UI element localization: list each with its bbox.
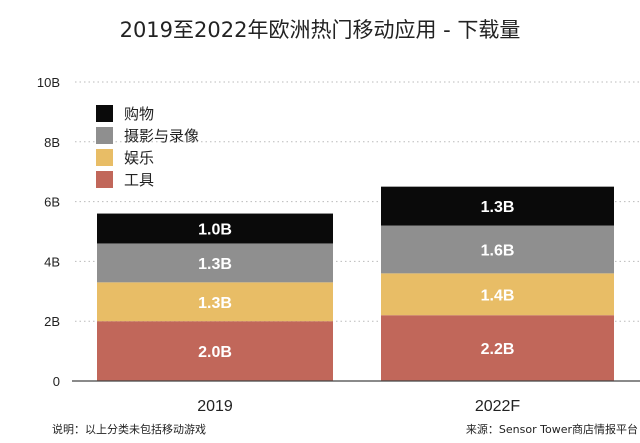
- bar-segment: [381, 273, 614, 316]
- bar-segment: [97, 321, 333, 381]
- y-tick-label: 4B: [44, 254, 60, 269]
- y-tick-label: 8B: [44, 135, 60, 150]
- x-tick-label: 2019: [197, 398, 233, 415]
- y-tick-label: 10B: [37, 75, 60, 90]
- bar-segment: [381, 225, 614, 274]
- data-label: 1.3B: [481, 199, 515, 216]
- x-tick-label: 2022F: [475, 398, 521, 415]
- data-label: 1.0B: [198, 222, 232, 239]
- data-label: 2.0B: [198, 344, 232, 361]
- legend-label: 工具: [124, 171, 154, 189]
- source-note: 来源：Sensor Tower商店情报平台: [465, 423, 638, 436]
- y-tick-label: 0: [53, 374, 60, 389]
- bar-segment: [97, 213, 333, 244]
- data-label: 1.3B: [198, 295, 232, 312]
- bar-segment: [97, 282, 333, 322]
- legend-label: 娱乐: [124, 149, 154, 167]
- legend-swatch: [96, 127, 113, 144]
- y-tick-label: 6B: [44, 195, 60, 210]
- legend-swatch: [96, 149, 113, 166]
- data-label: 1.6B: [481, 242, 515, 259]
- data-label: 1.3B: [198, 256, 232, 273]
- legend-label: 摄影与录像: [124, 127, 199, 145]
- data-label: 1.4B: [481, 287, 515, 304]
- y-tick-label: 2B: [44, 314, 60, 329]
- legend-label: 购物: [124, 105, 154, 123]
- bar-segment: [381, 186, 614, 226]
- bar-segment: [381, 315, 614, 381]
- legend-swatch: [96, 105, 113, 122]
- data-label: 2.2B: [481, 341, 515, 358]
- chart-title: 2019至2022年欧洲热门移动应用 - 下载量: [119, 18, 521, 42]
- footnote: 说明：以上分类未包括移动游戏: [52, 423, 206, 436]
- bar-segment: [97, 243, 333, 283]
- legend-swatch: [96, 171, 113, 188]
